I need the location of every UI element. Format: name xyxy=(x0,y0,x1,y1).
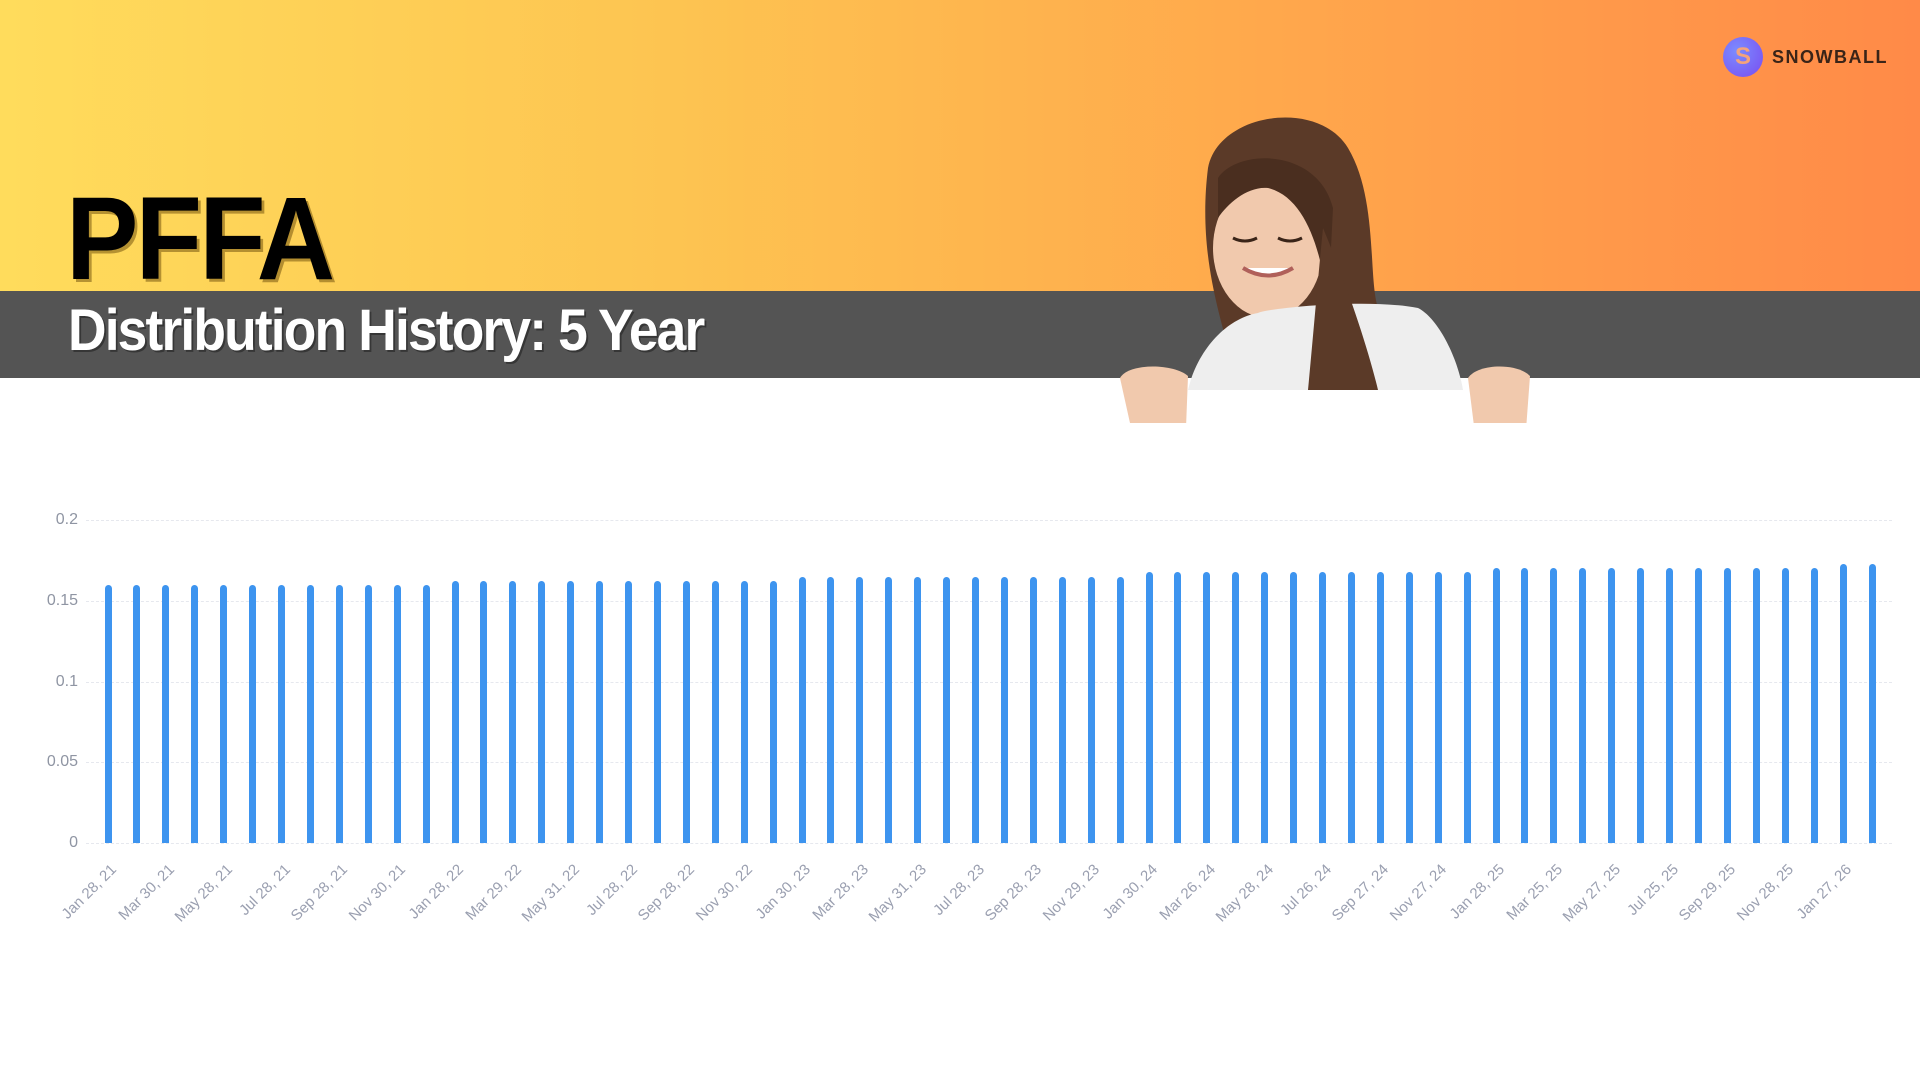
distribution-bar xyxy=(625,580,633,843)
distribution-bar xyxy=(856,576,864,843)
distribution-bar xyxy=(1868,564,1876,843)
y-axis-tick-label: 0 xyxy=(69,834,78,851)
y-axis-tick-label: 0.15 xyxy=(46,591,78,609)
distribution-bar xyxy=(1261,572,1269,843)
distribution-bar xyxy=(1666,568,1674,843)
distribution-bar xyxy=(1434,572,1442,843)
distribution-bar xyxy=(1810,568,1818,843)
distribution-bar xyxy=(1347,572,1355,843)
distribution-bar xyxy=(1000,576,1008,843)
distribution-bar xyxy=(249,584,257,843)
distribution-bar xyxy=(798,576,806,843)
subtitle-band xyxy=(0,291,1920,378)
gridline xyxy=(86,600,1892,602)
distribution-bar xyxy=(1723,568,1731,843)
distribution-bar xyxy=(972,576,980,843)
distribution-bar xyxy=(480,580,488,843)
gridline xyxy=(86,681,1892,683)
woman-peeking-image xyxy=(1120,117,1530,423)
distribution-bar xyxy=(1290,572,1298,843)
snowball-logo-icon: S xyxy=(1723,37,1763,77)
gridline xyxy=(86,762,1892,764)
y-axis-tick-label: 0.1 xyxy=(55,672,78,690)
distribution-bar xyxy=(1376,572,1384,843)
y-axis-tick-label: 0.2 xyxy=(55,511,78,528)
distribution-bar xyxy=(1116,576,1124,843)
distribution-bar xyxy=(1694,568,1702,843)
distribution-bar xyxy=(509,580,517,843)
distribution-bar xyxy=(1145,572,1153,843)
distribution-bar xyxy=(1029,576,1037,843)
snowball-logo: S SNOWBALL xyxy=(1723,37,1888,77)
distribution-bar xyxy=(278,584,285,843)
distribution-bar xyxy=(1405,572,1413,843)
distribution-bar xyxy=(1637,568,1645,843)
distribution-bar xyxy=(1521,568,1529,843)
distribution-bar xyxy=(914,576,922,843)
distribution-bar xyxy=(1232,572,1240,843)
distribution-bar xyxy=(1579,568,1587,843)
distribution-bar xyxy=(422,584,430,843)
distribution-bar xyxy=(711,580,719,843)
distribution-bar-chart: 0 0.05 0.1 0.15 0.2 Jan 28, 21 Mar 30, 21 May 2… xyxy=(0,490,1920,960)
distribution-bar xyxy=(885,576,893,843)
distribution-bar xyxy=(1550,568,1558,843)
distribution-bar xyxy=(827,576,835,843)
distribution-bar xyxy=(682,580,690,843)
distribution-bar xyxy=(364,584,372,843)
distribution-bar xyxy=(1087,576,1095,843)
distribution-bar xyxy=(1752,568,1760,843)
header-gradient-background xyxy=(0,0,1920,291)
distribution-bar xyxy=(1839,564,1847,843)
distribution-bar xyxy=(538,580,546,843)
distribution-bar xyxy=(740,580,748,843)
ticker-title: PFFA xyxy=(66,173,335,305)
distribution-bar xyxy=(1203,572,1211,843)
gridline xyxy=(86,843,1892,844)
distribution-bar xyxy=(567,580,575,843)
distribution-bar xyxy=(1463,572,1471,843)
y-axis-tick-label: 0.05 xyxy=(46,753,78,771)
distribution-bar xyxy=(306,584,314,843)
distribution-bar xyxy=(596,580,604,843)
gridline xyxy=(86,520,1892,521)
distribution-bar xyxy=(220,584,228,843)
distribution-bar xyxy=(335,584,343,843)
snowball-logo-text: SNOWBALL xyxy=(1772,46,1888,67)
distribution-bar xyxy=(393,584,401,843)
distribution-bar xyxy=(653,580,661,843)
distribution-bar xyxy=(191,584,199,843)
distribution-bar xyxy=(1319,572,1327,843)
page-subtitle: Distribution History: 5 Year xyxy=(68,298,705,363)
distribution-bar xyxy=(769,580,777,843)
distribution-bar xyxy=(1492,568,1500,843)
distribution-bar xyxy=(1608,568,1616,843)
distribution-bar xyxy=(104,584,112,843)
distribution-bar xyxy=(451,580,459,843)
distribution-bar xyxy=(133,584,141,843)
distribution-bar xyxy=(1174,572,1182,843)
distribution-bar xyxy=(943,576,951,843)
distribution-bar xyxy=(1781,568,1789,843)
distribution-bar xyxy=(162,584,170,843)
distribution-bar xyxy=(1058,576,1066,843)
